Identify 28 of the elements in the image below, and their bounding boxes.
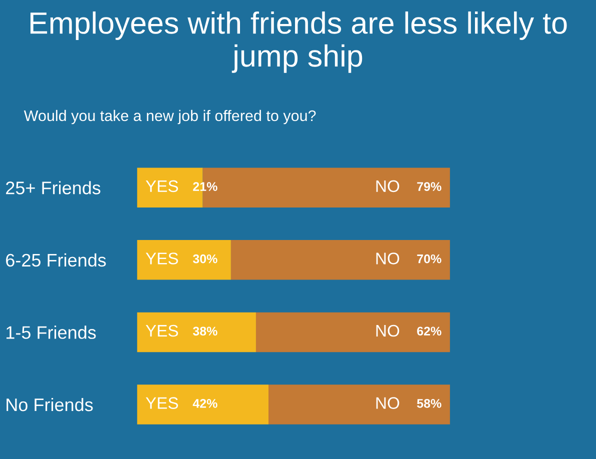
bar (230, 240, 450, 280)
bar (137, 384, 268, 424)
y-tick-label: No Friends (6, 398, 93, 412)
data-label: 42% (192, 399, 218, 408)
data-label: 21% (193, 182, 218, 191)
data-label: 62% (417, 326, 442, 336)
series-label: NO (376, 252, 400, 264)
chart-title: Employees with friends are less likely to jump ship (30, 11, 567, 73)
data-label: 58% (417, 399, 442, 408)
bar (137, 240, 231, 280)
y-tick-label: 1-5 Friends (6, 326, 96, 339)
data-label: 30% (192, 254, 218, 264)
text: NO (376, 180, 400, 192)
data-label: 38% (192, 326, 218, 336)
text: YES (146, 324, 178, 337)
data-label: 79% (417, 182, 442, 191)
bar (268, 384, 450, 424)
y-tick-label: 6-25 Friends (6, 253, 106, 267)
bar (137, 312, 256, 352)
bar (256, 312, 450, 352)
text: YES (146, 397, 178, 409)
series-label: YES (146, 180, 178, 192)
text: NO (376, 324, 400, 337)
y-tick-label: 25+ Friends (6, 181, 100, 194)
text: NO (376, 397, 400, 409)
text: YES (146, 252, 178, 264)
data-label: 70% (417, 254, 442, 264)
chart-subtitle: Would you take a new job if offered to you? (24, 110, 316, 124)
